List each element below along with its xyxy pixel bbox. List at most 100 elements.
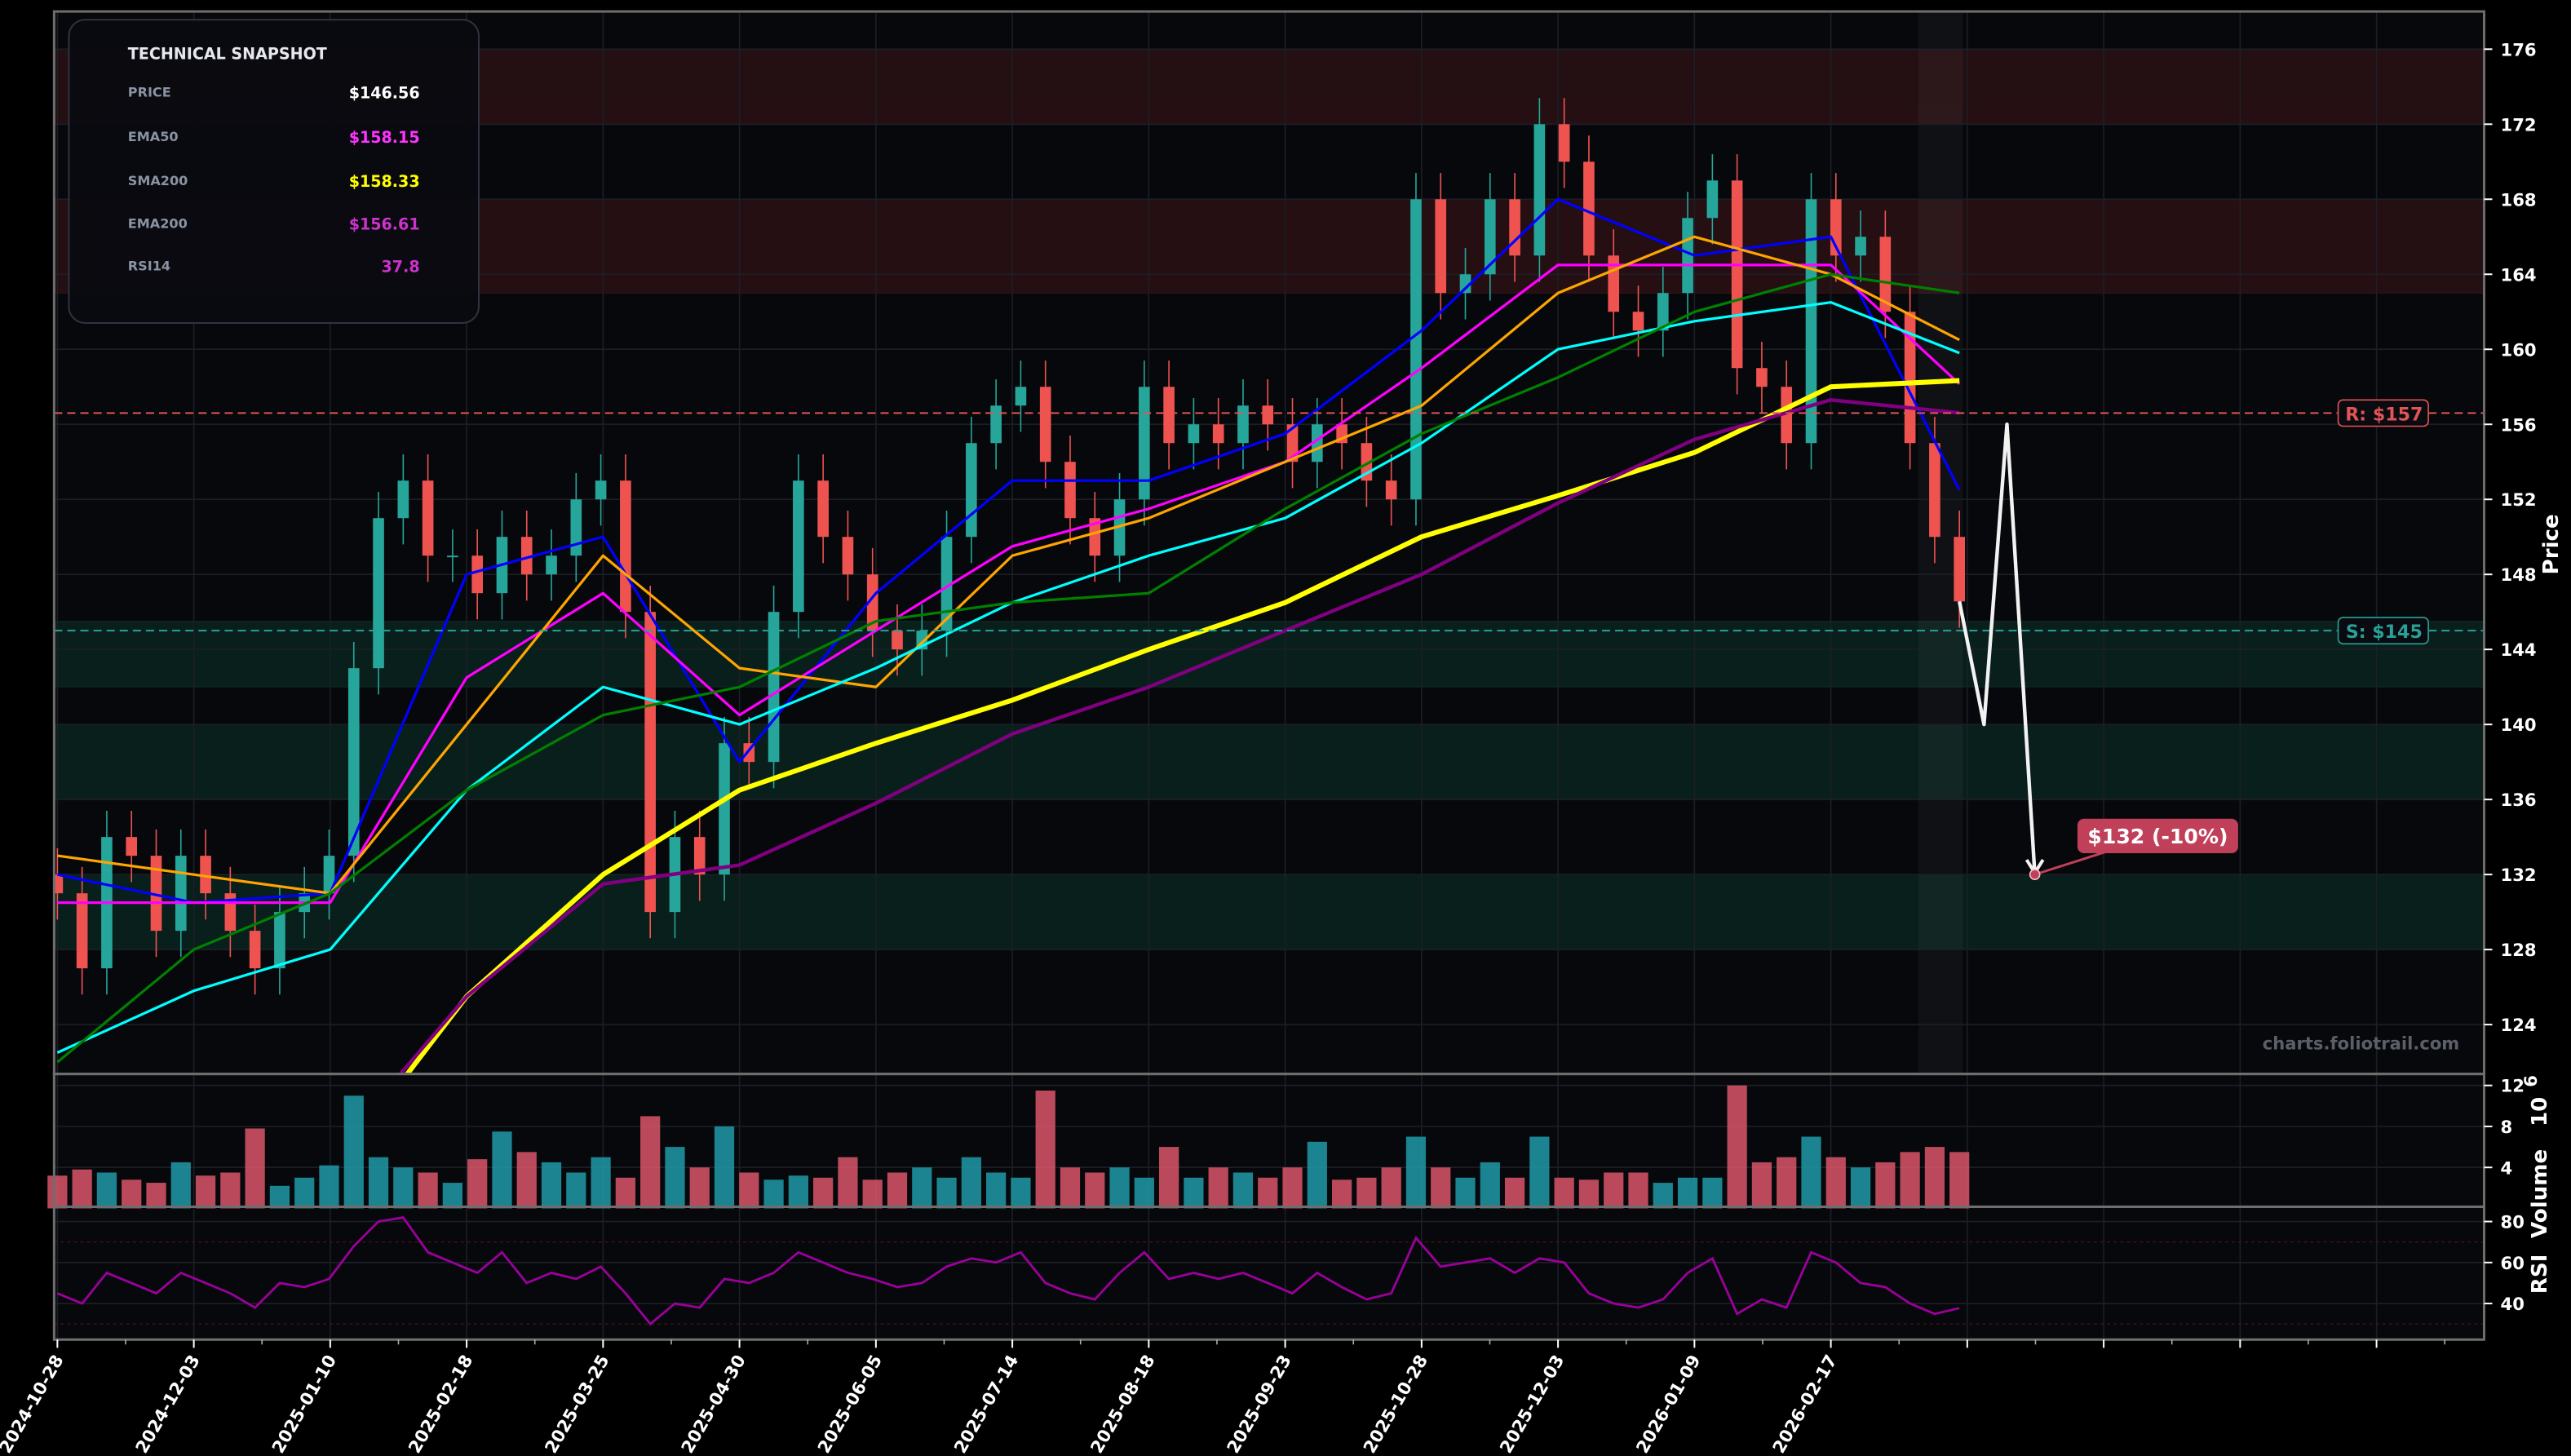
volume-bar [72,1169,92,1209]
snapshot-label-price: PRICE [128,85,171,100]
candle-body [570,499,582,556]
candle-body [1089,518,1101,556]
moving-average-line-ema50 [57,263,1961,905]
candle-body [546,555,557,575]
volume-bar [1109,1167,1130,1209]
candle-body [1139,387,1150,500]
volume-bar [1134,1177,1154,1209]
candle-body [1781,387,1793,444]
resistance-label: R: $157 [2345,404,2423,425]
candle-body [1509,199,1520,256]
target-connector [2034,848,2113,876]
volume-bar [294,1177,315,1209]
x-tick-label: 2024-10-28 [0,1351,68,1456]
price-axis-label: Price [2539,514,2564,574]
volume-bar [1480,1162,1500,1209]
candle-body [817,480,829,538]
candle-body [150,856,162,932]
candle-body [842,537,854,575]
volume-bar [714,1126,735,1209]
volume-bar [1085,1172,1105,1209]
rsi-layer [56,1215,1960,1326]
price-tick-label: 128 [2501,940,2537,960]
volume-bar [1949,1152,1970,1209]
volume-bar [122,1179,142,1209]
volume-tick-label: 4 [2501,1157,2513,1178]
support-label: S: $145 [2346,622,2423,643]
moving-averages-layer [56,197,1961,1074]
volume-bar [739,1172,759,1209]
candle-body [1039,387,1051,462]
candle-body [1583,162,1595,256]
x-tick-label: 2025-08-18 [1086,1351,1159,1456]
price-tick-label: 148 [2501,564,2537,585]
candle-body [1484,199,1496,275]
volume-bar [788,1175,808,1209]
snapshot-label-rsi14: RSI14 [128,259,170,274]
candle-body [1262,405,1274,425]
x-tick-label: 2026-02-17 [1768,1351,1841,1456]
candle-body [1657,293,1669,331]
snapshot-value-ema50: $158.15 [349,128,420,147]
volume-bar [887,1172,908,1209]
volume-bar [566,1172,586,1209]
watermark: charts.foliotrail.com [2263,1033,2460,1053]
volume-bar [1356,1177,1377,1209]
volume-bar [862,1179,883,1209]
volume-bar [1331,1179,1352,1209]
volume-bar [1529,1136,1550,1209]
volume-bar [1850,1167,1871,1209]
volume-bar [195,1175,216,1209]
technical-snapshot-panel: TECHNICAL SNAPSHOT PRICE $146.56 EMA50 $… [68,19,480,325]
volume-bar [1184,1177,1204,1209]
target-point [2029,869,2041,880]
candle-body [1904,312,1916,444]
snapshot-value-price: $146.56 [349,84,420,103]
x-tick-label: 2025-06-05 [813,1351,886,1456]
panel-frame [52,1205,2485,1341]
volume-bar [1258,1177,1278,1209]
price-tick-label: 140 [2501,715,2537,735]
volume-bar [269,1185,290,1209]
volume-bar [763,1179,784,1209]
volume-bar [936,1177,957,1209]
volume-bar [418,1172,438,1209]
volume-layer [47,1085,1970,1209]
support-zone [54,621,2485,688]
candle-body [1212,424,1224,444]
x-tick-label: 2025-03-25 [541,1351,613,1456]
price-tick-label: 176 [2501,39,2537,60]
price-tick-label: 132 [2501,865,2537,885]
volume-bar [1381,1167,1401,1209]
target-label: $132 (-10%) [2087,825,2228,848]
candle-body [1682,218,1693,294]
snapshot-value-ema200: $156.61 [349,215,420,233]
volume-bar [245,1128,265,1209]
candle-body [966,443,977,538]
candle-body [447,555,458,558]
price-tick-label: 164 [2501,264,2537,285]
candle-body [1459,274,1471,294]
volume-bar [1208,1167,1228,1209]
volume-bar [1875,1162,1896,1209]
candle-body [793,480,804,613]
candle-body [347,668,360,856]
candle-body [249,931,261,969]
volume-tick-label: 12 [2501,1076,2525,1096]
volume-bar [912,1167,932,1209]
candle-body [520,537,533,575]
candle-body [1015,387,1027,406]
snapshot-value-sma200: $158.33 [349,172,420,191]
volume-bar [986,1172,1007,1209]
rsi-line [56,1215,1960,1326]
moving-average-line [56,272,1960,1064]
candle-body [471,555,483,594]
resistance-label-box [2337,399,2429,427]
forecast-path [1958,423,2037,875]
candle-body [373,518,384,669]
support-zone [54,724,2485,800]
volume-bar [1777,1157,1797,1209]
volume-bar [813,1177,834,1209]
candle-body [990,405,1002,444]
